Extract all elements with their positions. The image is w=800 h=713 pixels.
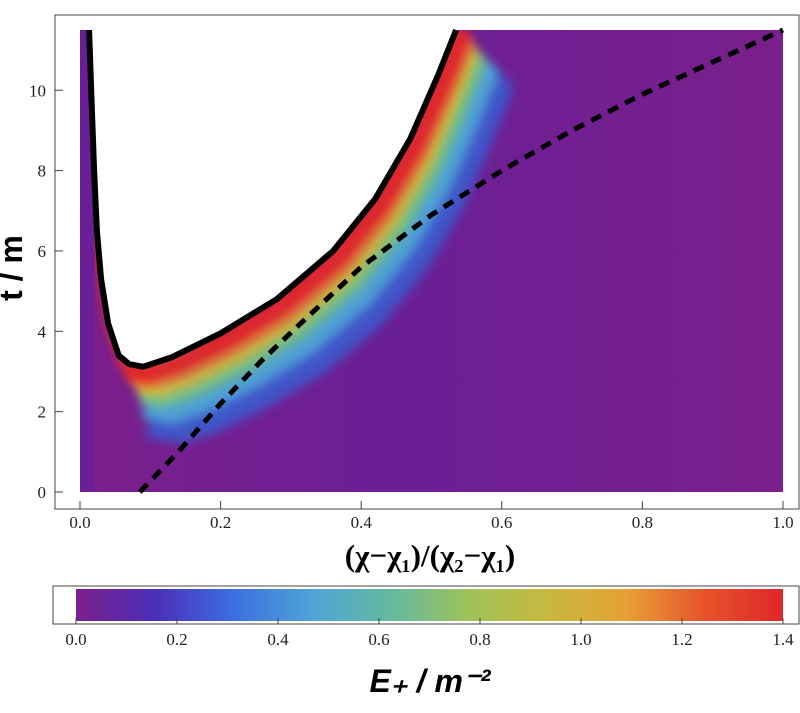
- heatmap-plot: [80, 30, 783, 492]
- colorbar-gradient: [76, 589, 783, 621]
- colorbar-tick-label: 0.8: [469, 630, 490, 649]
- x-axis-title: (χ−χ₁)/(χ₂−χ₁): [345, 538, 515, 573]
- y-axis-ticks: 0 2 4 6 8 10: [29, 81, 63, 502]
- colorbar-title: E₊ / m⁻²: [370, 663, 492, 699]
- boundary-curve-solid: [86, 28, 459, 370]
- x-tick-label: 0.8: [632, 513, 653, 532]
- x-tick-label: 0.2: [210, 513, 231, 532]
- y-tick-label: 8: [38, 162, 47, 181]
- y-axis-title: t / m: [0, 235, 29, 301]
- colorbar-tick-label: 0.6: [368, 630, 389, 649]
- colorbar-tick-label: 1.0: [570, 630, 591, 649]
- x-axis-ticks: 0.0 0.2 0.4 0.6 0.8 1.0: [69, 501, 794, 532]
- y-tick-label: 4: [38, 322, 47, 341]
- y-tick-label: 10: [29, 81, 46, 100]
- colorbar: 0.0 0.2 0.4 0.6 0.8 1.0 1.2 1.4: [52, 585, 800, 649]
- colorbar-tick-label: 1.4: [772, 630, 794, 649]
- white-region: [89, 30, 457, 367]
- colorbar-ticks: 0.0 0.2 0.4 0.6 0.8 1.0 1.2 1.4: [65, 618, 794, 649]
- x-tick-label: 1.0: [772, 513, 793, 532]
- colorbar-tick-label: 0.0: [65, 630, 86, 649]
- x-tick-label: 0.6: [491, 513, 512, 532]
- x-tick-label: 0.0: [69, 513, 90, 532]
- y-tick-label: 0: [38, 483, 47, 502]
- y-tick-label: 2: [38, 403, 47, 422]
- y-tick-label: 6: [38, 242, 47, 261]
- colorbar-tick-label: 0.4: [267, 630, 289, 649]
- colorbar-tick-label: 0.2: [166, 630, 187, 649]
- x-tick-label: 0.4: [351, 513, 373, 532]
- colorbar-tick-label: 1.2: [671, 630, 692, 649]
- curves: [86, 27, 785, 494]
- plot-frame: [54, 14, 800, 510]
